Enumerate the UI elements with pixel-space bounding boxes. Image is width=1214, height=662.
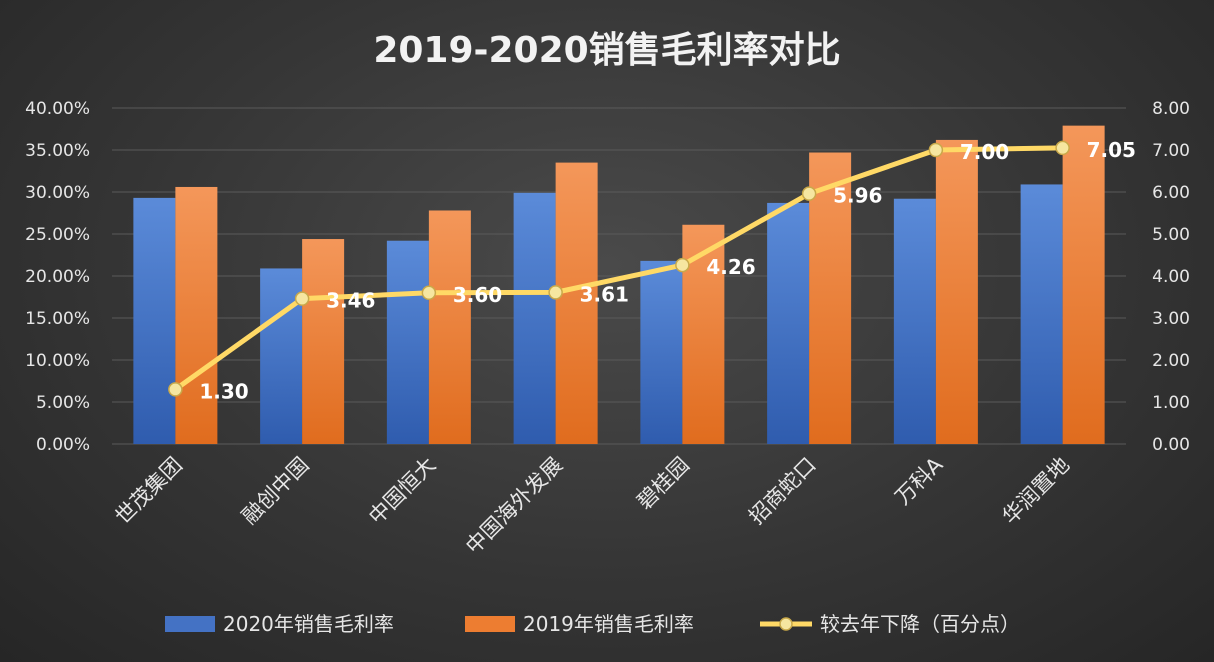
decline-point: [548, 285, 563, 300]
decline-data-label: 3.60: [453, 283, 502, 307]
bar-2019: [302, 239, 345, 444]
left-tick-label: 10.00%: [25, 351, 90, 371]
decline-data-label: 1.30: [199, 379, 248, 403]
chart-title: 2019-2020销售毛利率对比: [373, 30, 840, 71]
decline-data-label: 3.61: [580, 282, 629, 306]
decline-line-path: [173, 145, 1063, 392]
decline-point: [1055, 140, 1070, 156]
legend-swatch: [465, 616, 515, 632]
bar-2019: [555, 162, 598, 444]
left-tick-label: 30.00%: [25, 183, 90, 203]
legend: 2020年销售毛利率 2019年销售毛利率 较去年下降（百分点）: [165, 612, 1020, 636]
bar-2019: [175, 186, 218, 444]
decline-point: [421, 285, 437, 301]
decline-data-label: 7.00: [960, 140, 1009, 164]
bar-2019: [935, 139, 978, 445]
right-tick-label: 5.00: [1152, 225, 1190, 245]
bar-2019: [809, 152, 852, 444]
bar-2020: [893, 198, 936, 444]
category-label: 碧桂园: [632, 453, 694, 515]
left-tick-label: 5.00%: [36, 393, 90, 413]
decline-point: [801, 186, 817, 201]
decline-data-label: 3.46: [326, 289, 375, 313]
decline-point: [168, 382, 183, 397]
legend-label: 2020年销售毛利率: [223, 612, 394, 636]
bar-2019: [1062, 125, 1105, 444]
decline-point: [928, 142, 944, 158]
right-tick-label: 2.00: [1152, 351, 1190, 371]
bar-2020: [1020, 184, 1063, 444]
category-label: 华润置地: [998, 453, 1074, 529]
decline-point: [675, 257, 690, 273]
category-label: 招商蛇口: [744, 453, 820, 529]
category-label: 世茂集团: [111, 453, 187, 529]
bar-2020: [767, 202, 810, 444]
left-tick-label: 15.00%: [25, 309, 90, 329]
bar-2019: [428, 210, 471, 444]
left-tick-label: 0.00%: [36, 435, 90, 455]
legend-label: 2019年销售毛利率: [523, 612, 694, 636]
decline-data-label: 5.96: [833, 184, 882, 208]
category-labels: 世茂集团 融创中国 中国恒大 中国海外发展 碧桂园 招商蛇口 万科A 华润置地: [111, 452, 1075, 559]
bar-2020: [513, 192, 556, 444]
legend-label: 较去年下降（百分点）: [820, 612, 1020, 636]
right-tick-label: 6.00: [1152, 183, 1190, 203]
right-tick-label: 7.00: [1152, 141, 1190, 161]
bar-2020: [260, 268, 303, 444]
right-tick-label: 4.00: [1152, 267, 1190, 287]
decline-line: 1.30 3.46 3.60 3.61 4.26 5.96 7.00 7.05: [168, 138, 1136, 403]
decline-point: [294, 291, 310, 306]
left-axis: 0.00% 5.00% 10.00% 15.00% 20.00% 25.00% 30.00%…: [25, 99, 90, 455]
bar-2020: [640, 260, 683, 444]
category-label: 融创中国: [237, 453, 313, 529]
bars: [133, 125, 1105, 445]
left-tick-label: 35.00%: [25, 141, 90, 161]
left-tick-label: 40.00%: [25, 99, 90, 119]
right-tick-label: 0.00: [1152, 435, 1190, 455]
category-label: 中国恒大: [364, 453, 440, 529]
decline-data-label: 7.05: [1087, 138, 1136, 162]
decline-data-label: 4.26: [706, 255, 755, 279]
bar-2020: [386, 240, 429, 444]
right-tick-label: 1.00: [1152, 393, 1190, 413]
right-tick-label: 8.00: [1152, 99, 1190, 119]
category-label: 万科A: [891, 452, 948, 509]
right-tick-label: 3.00: [1152, 309, 1190, 329]
legend-swatch: [165, 616, 215, 632]
left-tick-label: 25.00%: [25, 225, 90, 245]
right-axis: 0.00 1.00 2.00 3.00 4.00 5.00 6.00 7.00 8.00: [1152, 99, 1190, 455]
legend-line-marker: [779, 617, 793, 631]
category-label: 中国海外发展: [461, 453, 567, 559]
left-tick-label: 20.00%: [25, 267, 90, 287]
bar-2020: [133, 197, 176, 444]
